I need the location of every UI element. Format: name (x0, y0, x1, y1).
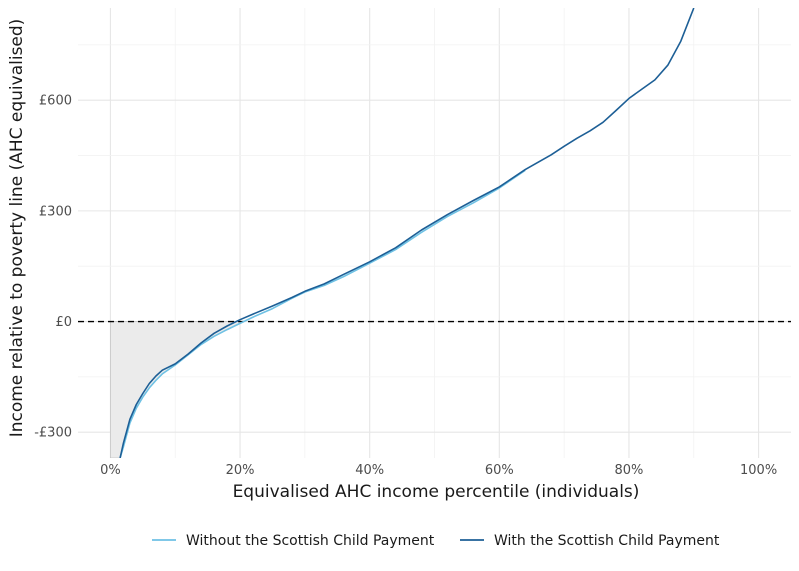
x-tick-label: 60% (485, 463, 514, 478)
shaded-poverty-gap-layer (110, 321, 245, 458)
poverty-gap-shaded-area (110, 321, 245, 458)
y-tick-label: -£300 (34, 426, 72, 441)
x-tick-label: 0% (100, 463, 121, 478)
x-tick-label: 40% (355, 463, 384, 478)
legend-label: With the Scottish Child Payment (494, 533, 720, 549)
tick-label-layer: 0% 20% 40% 60% 80% 100% -£300 £0 £300 £600 (34, 94, 777, 478)
legend: Without the Scottish Child Payment With t… (152, 533, 720, 549)
x-axis-title: Equivalised AHC income percentile (indiv… (233, 482, 640, 502)
legend-item: Without the Scottish Child Payment (152, 533, 435, 549)
y-axis-title: Income relative to poverty line (AHC equ… (7, 19, 27, 438)
y-tick-label: £600 (39, 94, 72, 109)
series-line-with-scp (119, 8, 695, 458)
series-line-without-scp (119, 169, 526, 458)
x-tick-label: 20% (226, 463, 255, 478)
x-tick-label: 80% (615, 463, 644, 478)
x-tick-label: 100% (740, 463, 777, 478)
grid-layer (78, 8, 791, 458)
series-layer (119, 8, 695, 458)
y-tick-label: £300 (39, 204, 72, 219)
legend-item: With the Scottish Child Payment (460, 533, 720, 549)
y-tick-label: £0 (55, 315, 72, 330)
legend-label: Without the Scottish Child Payment (186, 533, 435, 549)
